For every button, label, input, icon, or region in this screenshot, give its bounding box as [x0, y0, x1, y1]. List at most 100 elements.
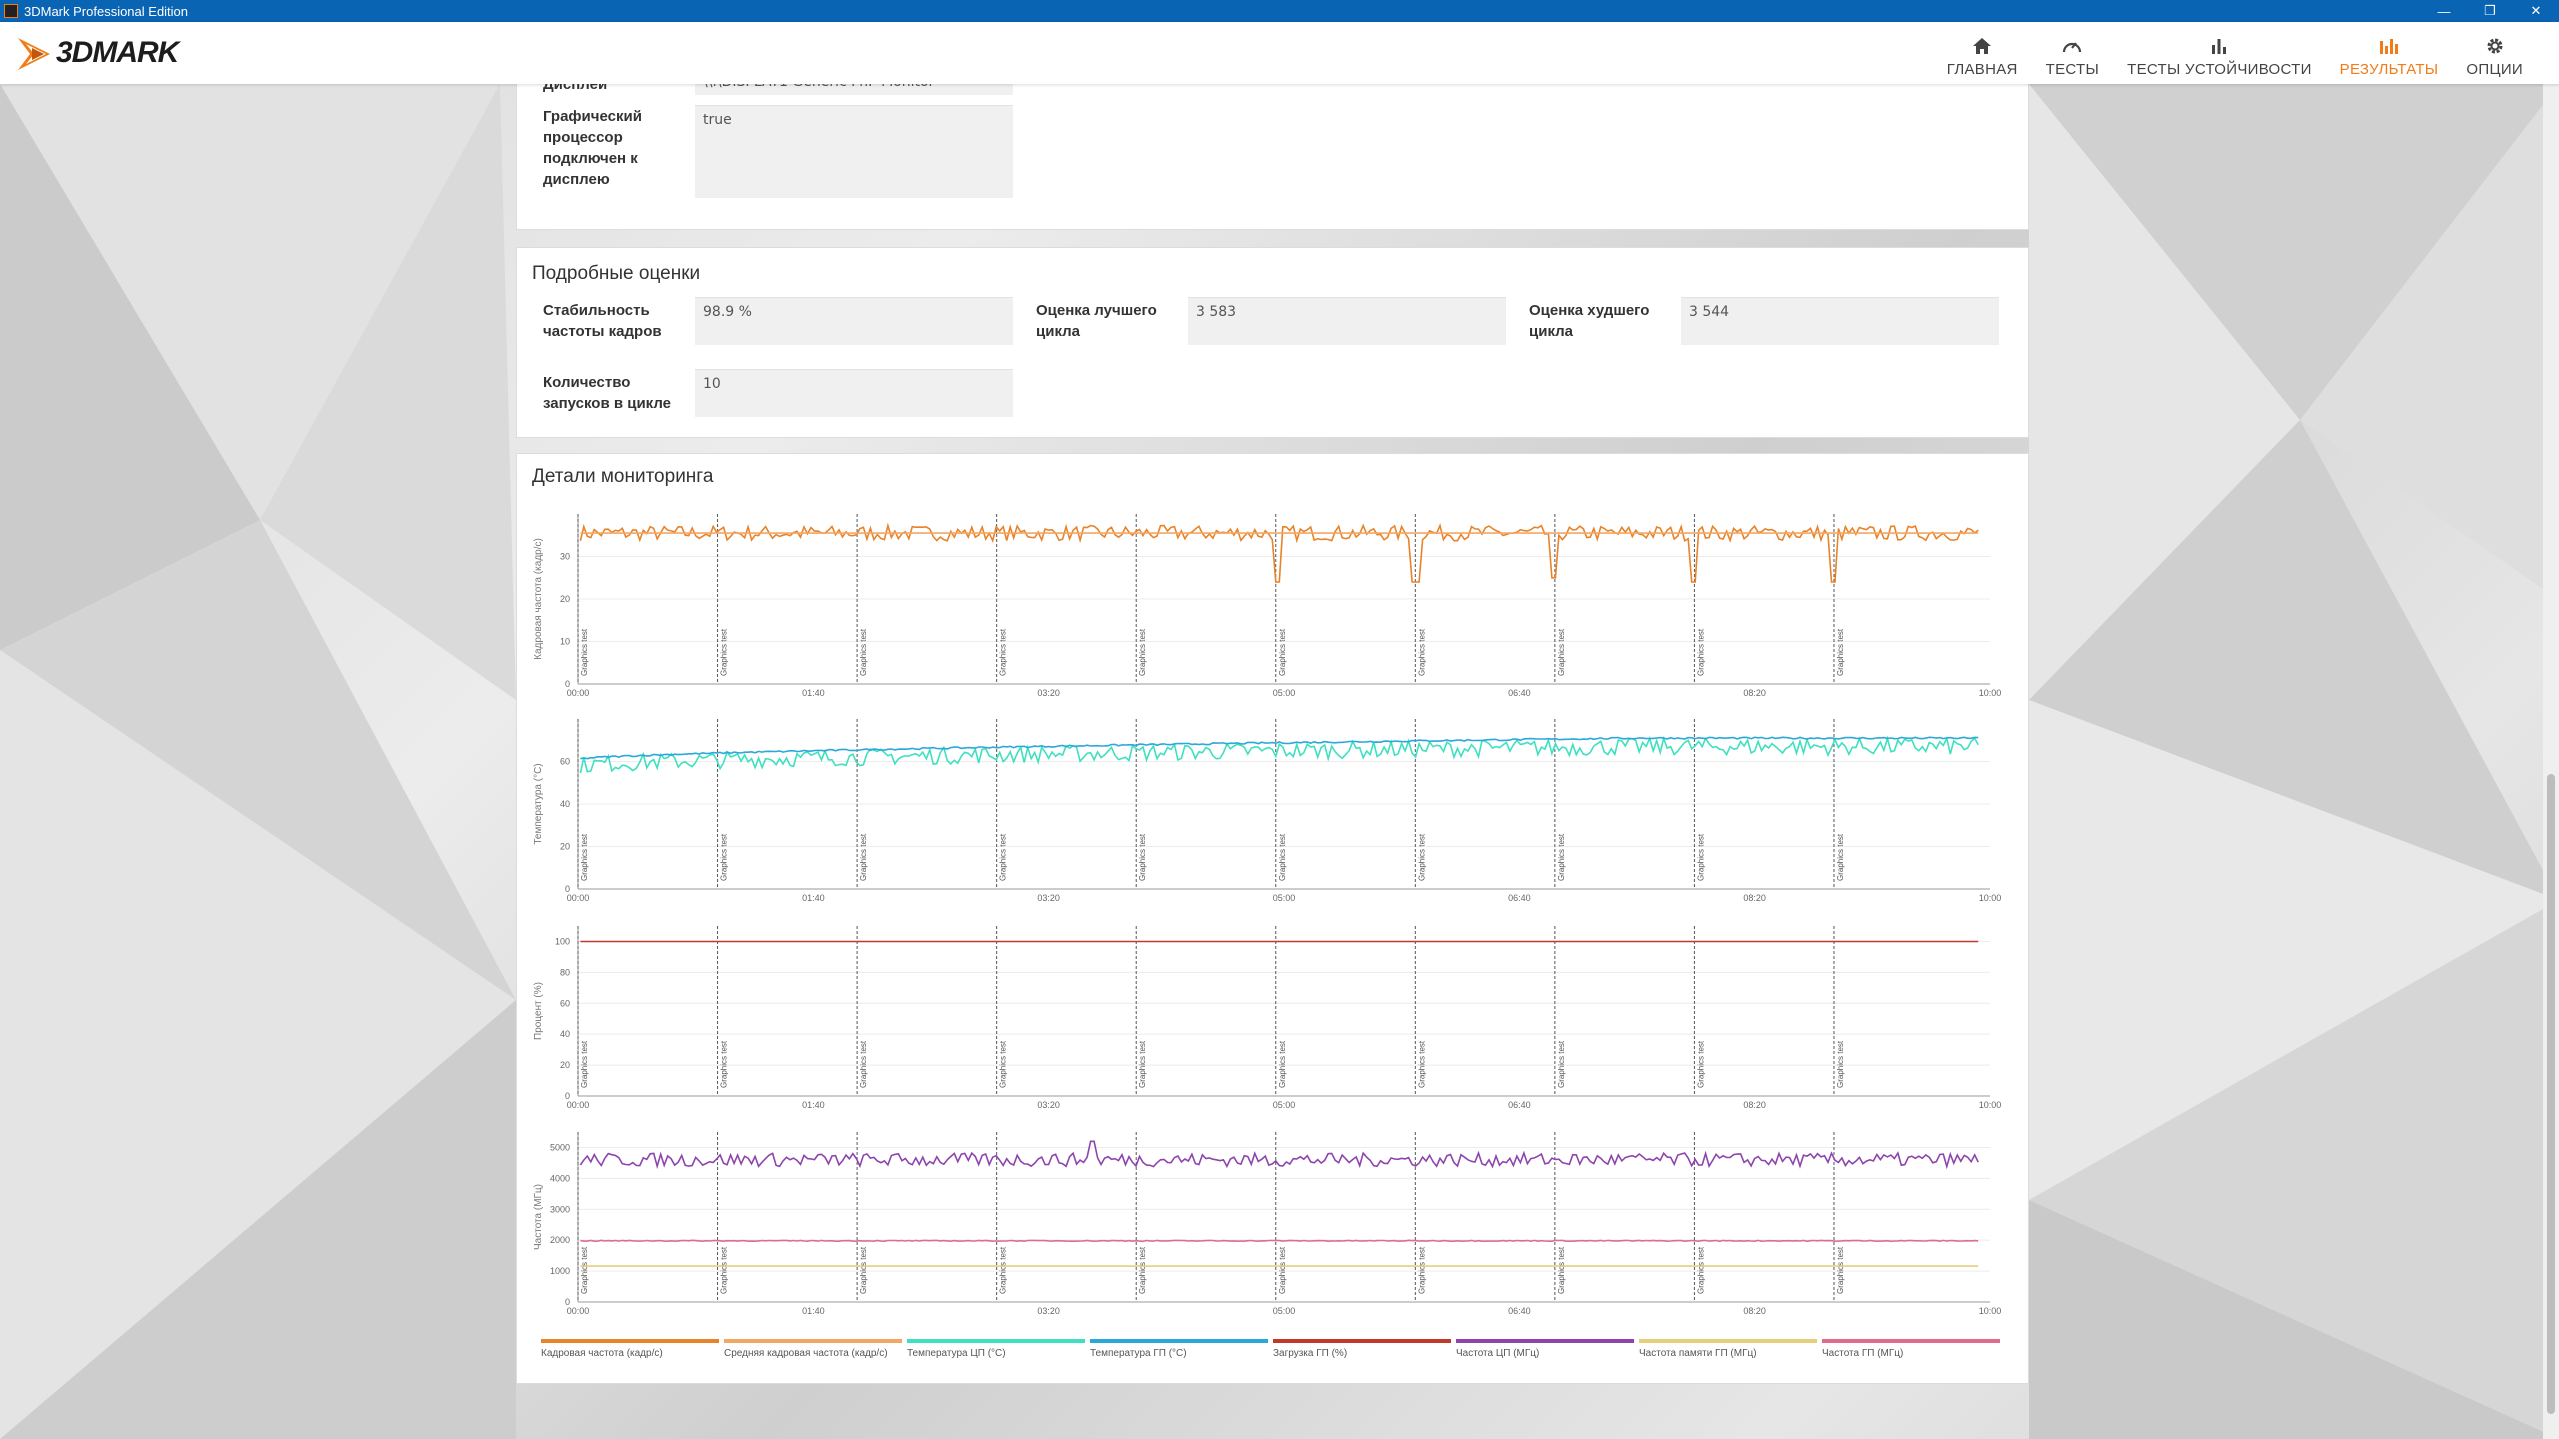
nav-tests-label: ТЕСТЫ: [2045, 60, 2100, 78]
x-tick-label: 03:20: [1037, 1100, 1060, 1110]
gpu-connected-label: Графический процессор подключен к диспле…: [543, 108, 642, 188]
nav-results-label: РЕЗУЛЬТАТЫ: [2339, 60, 2439, 78]
legend-label: Загрузка ГП (%): [1273, 1348, 1348, 1359]
test-marker-label: Graphics test: [999, 1040, 1008, 1088]
x-tick-label: 05:00: [1273, 1306, 1296, 1316]
test-marker-label: Graphics test: [859, 833, 868, 881]
series-line: [579, 735, 1979, 774]
y-tick-label: 40: [560, 1029, 570, 1039]
test-marker-label: Graphics test: [720, 1040, 729, 1088]
worst-loop-label: Оценка худшего цикла: [1529, 302, 1650, 340]
x-tick-label: 06:40: [1508, 688, 1531, 698]
test-marker-label: Graphics test: [999, 1246, 1008, 1294]
test-marker-label: Graphics test: [580, 1246, 589, 1294]
test-marker-label: Graphics test: [1278, 1246, 1287, 1294]
monitoring-panel: Детали мониторинга 0 10 20 30 Кадровая часто…: [516, 453, 2029, 1384]
logo-icon: [18, 38, 50, 70]
x-tick-label: 08:20: [1743, 1100, 1766, 1110]
frame-stability-label: Стабильность частоты кадров: [543, 302, 662, 340]
legend-label: Частота ЦП (МГц): [1456, 1348, 1540, 1359]
test-marker-label: Graphics test: [1836, 628, 1845, 676]
app-logo[interactable]: 3DMARK: [16, 32, 179, 74]
nav-stress-tests[interactable]: ТЕСТЫ УСТОЙЧИВОСТИ: [2127, 28, 2312, 84]
x-tick-label: 01:40: [802, 688, 825, 698]
best-loop-label: Оценка лучшего цикла: [1036, 302, 1157, 340]
nav-results[interactable]: РЕЗУЛЬТАТЫ: [2340, 28, 2439, 84]
legend-swatch: [1639, 1339, 1817, 1343]
test-marker-label: Graphics test: [1138, 833, 1147, 881]
monitoring-charts: 0 10 20 30 Кадровая частота (кадр/с) 00:00 01:…: [533, 514, 2002, 1316]
x-tick-label: 05:00: [1273, 688, 1296, 698]
y-tick-label: 80: [560, 967, 570, 977]
legend-swatch: [724, 1339, 902, 1343]
test-marker-label: Graphics test: [720, 628, 729, 676]
app-header: 3DMARK ГЛАВНАЯ ТЕСТЫ ТЕСТЫ УСТОЙЧИВОСТИ …: [0, 22, 2559, 84]
logo-text: 3DMARK: [56, 36, 179, 69]
legend-label: Кадровая частота (кадр/с): [541, 1348, 663, 1359]
y-axis-label: Процент (%): [533, 982, 544, 1040]
monitoring-title: Детали мониторинга: [532, 466, 714, 487]
nav-options[interactable]: ОПЦИИ: [2466, 28, 2523, 84]
test-marker-label: Graphics test: [1836, 1246, 1845, 1294]
window-titlebar: 3DMark Professional Edition — ❐ ✕: [0, 0, 2559, 22]
test-marker-label: Graphics test: [1557, 1246, 1566, 1294]
x-tick-label: 08:20: [1743, 688, 1766, 698]
y-tick-label: 20: [560, 1060, 570, 1070]
x-tick-label: 10:00: [1979, 1100, 2002, 1110]
x-tick-label: 03:20: [1037, 893, 1060, 903]
x-tick-label: 03:20: [1037, 688, 1060, 698]
y-tick-label: 1000: [550, 1266, 570, 1276]
test-marker-label: Graphics test: [720, 1246, 729, 1294]
x-tick-label: 10:00: [1979, 1306, 2002, 1316]
detailed-scores-panel: Подробные оценки Стабильность частоты ка…: [516, 247, 2029, 438]
series-line: [579, 522, 1979, 583]
test-marker-label: Graphics test: [1557, 628, 1566, 676]
display-info-panel: Дисплей \\.\DISPLAY1 Generic PnP Monitor…: [516, 60, 2029, 230]
x-tick-label: 00:00: [567, 688, 590, 698]
test-marker-label: Graphics test: [1417, 833, 1426, 881]
frame-stability-value: 98.9 %: [695, 297, 1013, 345]
legend-label: Температура ГП (°C): [1090, 1348, 1187, 1359]
test-marker-label: Graphics test: [1557, 833, 1566, 881]
bar-chart-icon: [2210, 35, 2228, 57]
close-button[interactable]: ✕: [2530, 3, 2542, 18]
test-marker-label: Graphics test: [1696, 1040, 1705, 1088]
test-marker-label: Graphics test: [999, 833, 1008, 881]
maximize-button[interactable]: ❐: [2484, 3, 2496, 18]
test-marker-label: Graphics test: [1278, 833, 1287, 881]
scrollbar-thumb[interactable]: [2547, 774, 2555, 1414]
legend-swatch: [1090, 1339, 1268, 1343]
detailed-scores-title: Подробные оценки: [532, 263, 701, 284]
x-tick-label: 01:40: [802, 893, 825, 903]
vertical-scrollbar[interactable]: [2543, 84, 2559, 1439]
test-marker-label: Graphics test: [859, 1246, 868, 1294]
window-title: 3DMark Professional Edition: [24, 3, 189, 19]
window-controls: — ❐ ✕: [2421, 0, 2559, 22]
y-tick-label: 0: [565, 1091, 570, 1101]
test-marker-label: Graphics test: [1696, 628, 1705, 676]
test-marker-label: Graphics test: [720, 833, 729, 881]
legend-label: Частота ГП (МГц): [1822, 1348, 1904, 1359]
legend-swatch: [1273, 1339, 1451, 1343]
gauge-icon: [2061, 35, 2083, 57]
test-marker-label: Graphics test: [1417, 1040, 1426, 1088]
nav-home[interactable]: ГЛАВНАЯ: [1947, 28, 2018, 84]
y-axis-label: Кадровая частота (кадр/с): [533, 538, 544, 660]
app-icon: [4, 4, 18, 18]
legend-label: Средняя кадровая частота (кадр/с): [724, 1348, 888, 1359]
gpu-connected-value: true: [695, 105, 1013, 198]
loop-runs-value: 10: [695, 369, 1013, 417]
y-tick-label: 0: [565, 679, 570, 689]
results-icon: [2379, 35, 2399, 57]
x-tick-label: 00:00: [567, 893, 590, 903]
series-line: [580, 736, 1979, 760]
legend-label: Частота памяти ГП (МГц): [1639, 1348, 1757, 1359]
legend-swatch: [907, 1339, 1085, 1343]
test-marker-label: Graphics test: [580, 628, 589, 676]
test-marker-label: Graphics test: [1138, 1040, 1147, 1088]
nav-tests[interactable]: ТЕСТЫ: [2046, 28, 2099, 84]
y-tick-label: 0: [565, 884, 570, 894]
x-tick-label: 00:00: [567, 1306, 590, 1316]
minimize-button[interactable]: —: [2437, 3, 2451, 19]
test-marker-label: Graphics test: [580, 833, 589, 881]
